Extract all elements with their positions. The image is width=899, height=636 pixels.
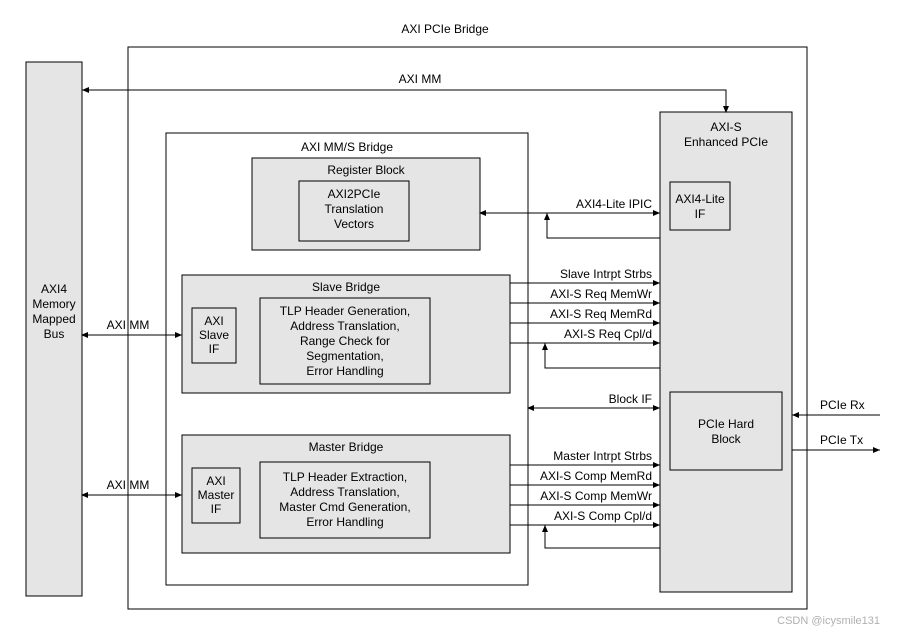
axi4-mem-l3: Mapped (32, 312, 75, 326)
block-if-label: Block IF (609, 392, 652, 406)
slave-intrpt-label: Slave Intrpt Strbs (560, 267, 652, 281)
master-inner-l2: Address Translation, (290, 485, 399, 499)
axi-mm-master-label: AXI MM (107, 478, 150, 492)
axi2pcie-l3: Vectors (334, 217, 374, 231)
master-inner-l4: Error Handling (306, 515, 383, 529)
pcie-rx-label: PCIe Rx (820, 398, 865, 412)
req-memwr-label: AXI-S Req MemWr (550, 287, 652, 301)
axi-slave-if-l3: IF (209, 342, 220, 356)
axi-slave-if-l2: Slave (199, 328, 229, 342)
axi2pcie-l2: Translation (325, 202, 384, 216)
master-inner-l3: Master Cmd Generation, (279, 500, 410, 514)
slave-inner-l2: Address Translation, (290, 319, 399, 333)
axi2pcie-l1: AXI2PCIe (328, 187, 381, 201)
master-intrpt-label: Master Intrpt Strbs (553, 449, 652, 463)
slave-inner-l4: Segmentation, (306, 349, 383, 363)
axi4-lite-if-l2: IF (695, 207, 706, 221)
slave-return-arrow (545, 343, 660, 368)
req-memrd-label: AXI-S Req MemRd (550, 307, 652, 321)
outer-title-label: AXI PCIe Bridge (401, 22, 489, 36)
axis-enh-l2: Enhanced PCIe (684, 135, 768, 149)
slave-inner-l5: Error Handling (306, 364, 383, 378)
slave-bridge-label: Slave Bridge (312, 280, 380, 294)
pcie-hard-l1: PCIe Hard (698, 417, 754, 431)
master-return-arrow (545, 525, 660, 548)
mms-bridge-label: AXI MM/S Bridge (301, 140, 393, 154)
reg-return-arrow (547, 213, 660, 238)
master-bridge-label: Master Bridge (309, 440, 384, 454)
slave-inner-l1: TLP Header Generation, (280, 304, 411, 318)
pcie-tx-label: PCIe Tx (820, 433, 863, 447)
axi4-lite-if-l1: AXI4-Lite (675, 192, 725, 206)
watermark-label: CSDN @icysmile131 (777, 615, 880, 627)
axi4-lite-ipic-label: AXI4-Lite IPIC (576, 197, 652, 211)
pcie-hard-l2: Block (711, 432, 741, 446)
req-cpld-label: AXI-S Req Cpl/d (564, 327, 652, 341)
axi-mm-slave-label: AXI MM (107, 318, 150, 332)
axis-enh-l1: AXI-S (710, 120, 741, 134)
axi-master-if-l3: IF (211, 502, 222, 516)
axi-mm-top-arrow (82, 90, 726, 112)
axi-mm-top-label: AXI MM (399, 72, 442, 86)
axi-master-if-l2: Master (198, 488, 235, 502)
axi4-mem-l1: AXI4 (41, 282, 67, 296)
master-inner-l1: TLP Header Extraction, (283, 470, 408, 484)
axi4-mem-l2: Memory (32, 297, 75, 311)
axi-slave-if-l1: AXI (204, 314, 223, 328)
slave-inner-l3: Range Check for (300, 334, 390, 348)
axi-master-if-l1: AXI (206, 474, 225, 488)
reg-block-label: Register Block (327, 163, 405, 177)
comp-memrd-label: AXI-S Comp MemRd (540, 469, 652, 483)
comp-memwr-label: AXI-S Comp MemWr (540, 489, 652, 503)
axi4-mem-l4: Bus (44, 327, 65, 341)
axi-pcie-bridge-diagram: AXI PCIe Bridge AXI4 Memory Mapped Bus A… (0, 0, 899, 636)
comp-cpld-label: AXI-S Comp Cpl/d (554, 509, 652, 523)
